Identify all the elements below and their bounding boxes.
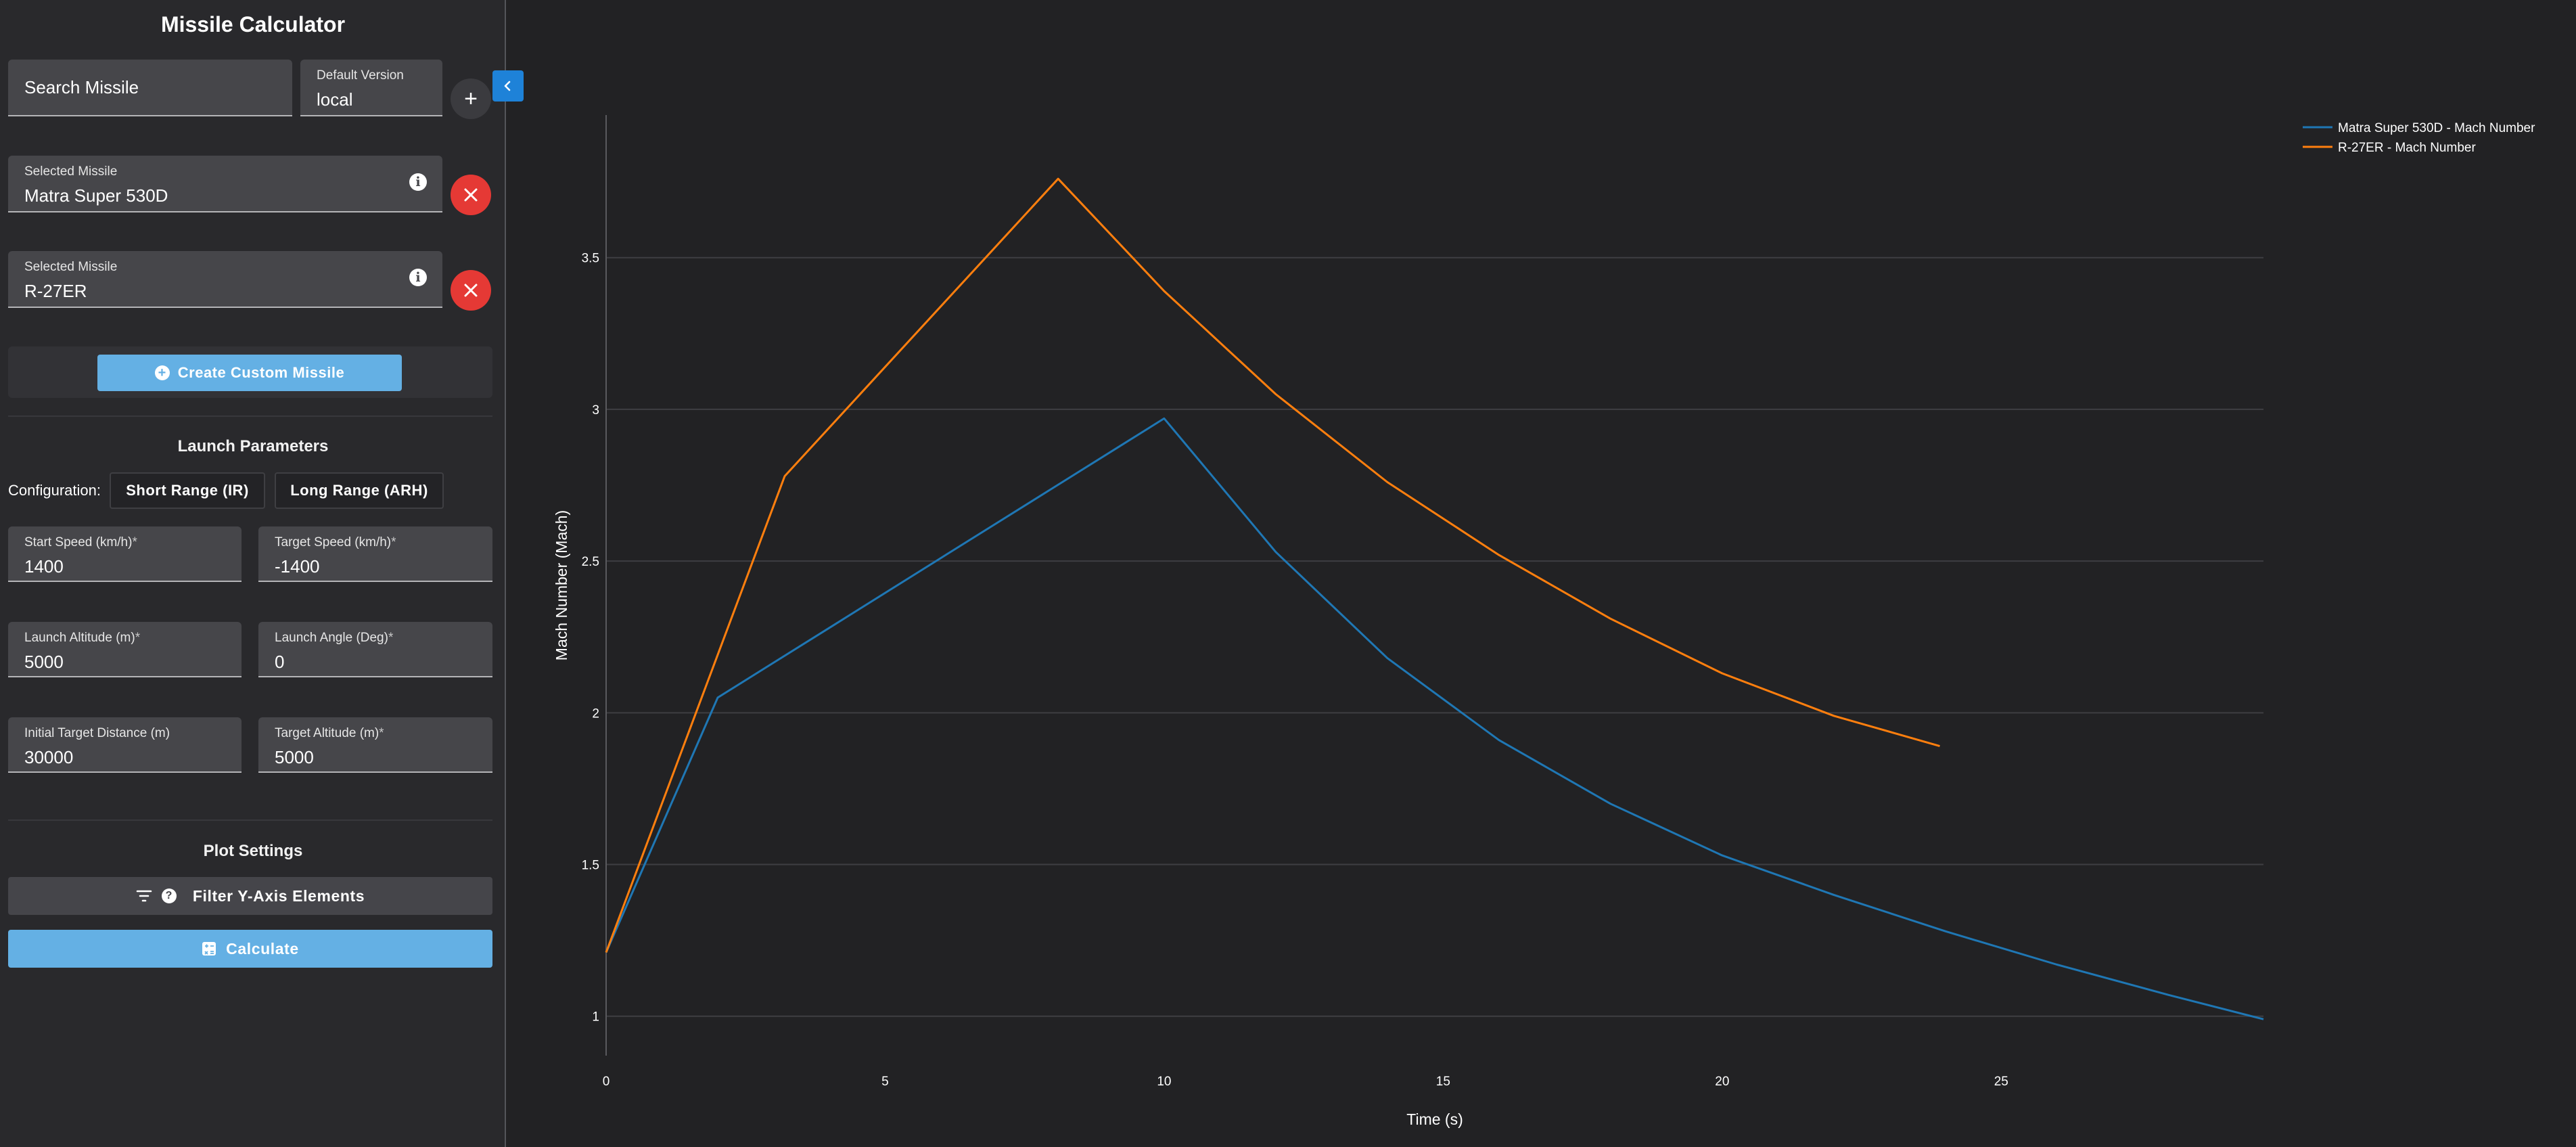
start-speed-label: Start Speed (km/h) — [24, 535, 133, 549]
launch-altitude-value: 5000 — [24, 652, 64, 672]
target-altitude-field[interactable]: Target Altitude (m)* 5000 — [258, 717, 492, 773]
target-speed-field[interactable]: Target Speed (km/h)* -1400 — [258, 526, 492, 582]
version-value: local — [317, 89, 353, 110]
chart-legend[interactable]: Matra Super 530D - Mach Number R-27ER - M… — [2303, 121, 2535, 155]
initial-target-distance-field[interactable]: Initial Target Distance (m) 30000 — [8, 717, 242, 773]
add-missile-button[interactable]: + — [451, 78, 491, 119]
x-axis-label: Time (s) — [1406, 1110, 1463, 1128]
calculate-button[interactable]: Calculate — [8, 930, 492, 968]
start-speed-field[interactable]: Start Speed (km/h)* 1400 — [8, 526, 242, 582]
required-mark: * — [132, 535, 137, 549]
launch-altitude-label: Launch Altitude (m) — [24, 631, 135, 645]
required-mark: * — [379, 726, 384, 740]
y-axis-label: Mach Number (Mach) — [553, 510, 570, 660]
y-tick-label: 2.5 — [582, 555, 599, 569]
legend-label: R-27ER - Mach Number — [2338, 141, 2476, 155]
plus-icon: + — [464, 85, 478, 112]
filter-icon — [136, 890, 152, 902]
selected-missile-2-value: R-27ER — [24, 281, 87, 301]
y-tick-label: 3.5 — [582, 252, 599, 266]
calculator-icon — [202, 942, 216, 955]
chart-series — [605, 177, 2264, 1020]
launch-altitude-field[interactable]: Launch Altitude (m)* 5000 — [8, 622, 242, 677]
y-tick-label: 3 — [592, 403, 599, 418]
launch-parameters-title: Launch Parameters — [177, 437, 329, 455]
plus-circle-icon: + — [154, 365, 170, 380]
series-line — [605, 417, 2264, 1020]
x-tick-label: 20 — [1715, 1075, 1729, 1089]
series-line — [605, 177, 1940, 953]
selected-missile-1[interactable]: Selected Missile Matra Super 530D i — [8, 156, 442, 212]
divider — [8, 819, 492, 821]
target-altitude-value: 5000 — [275, 747, 314, 767]
search-missile-placeholder: Search Missile — [24, 77, 139, 97]
create-custom-missile-button[interactable]: + Create Custom Missile — [97, 355, 402, 391]
y-tick-labels: 1 1.5 2 2.5 3 3.5 — [582, 252, 599, 1025]
version-label: Default Version — [317, 68, 404, 83]
create-custom-missile-label: Create Custom Missile — [177, 364, 345, 381]
configuration-label: Configuration: — [8, 482, 101, 499]
chart-grid — [606, 256, 2263, 1017]
x-tick-labels: 0 5 10 15 20 25 — [603, 1075, 2008, 1089]
app-title: Missile Calculator — [160, 12, 346, 37]
required-mark: * — [388, 631, 394, 645]
start-speed-value: 1400 — [24, 556, 64, 577]
y-tick-label: 1.5 — [582, 859, 599, 873]
info-icon[interactable]: i — [409, 269, 427, 286]
selected-missile-2[interactable]: Selected Missile R-27ER i — [8, 251, 442, 308]
y-tick-label: 1 — [592, 1010, 599, 1025]
launch-angle-label: Launch Angle (Deg) — [275, 631, 388, 645]
x-tick-label: 10 — [1157, 1075, 1171, 1089]
plot-settings-title: Plot Settings — [203, 842, 303, 860]
required-mark: * — [135, 631, 141, 645]
close-icon — [464, 188, 478, 202]
sidebar: Missile Calculator Search Missile Defaul… — [0, 0, 506, 1147]
info-icon[interactable]: i — [409, 173, 427, 191]
help-icon: ? — [161, 889, 177, 903]
x-tick-label: 0 — [603, 1075, 610, 1089]
required-mark: * — [391, 535, 396, 549]
launch-angle-value: 0 — [275, 652, 285, 672]
launch-angle-field[interactable]: Launch Angle (Deg)* 0 — [258, 622, 492, 677]
x-tick-label: 5 — [881, 1075, 889, 1089]
target-speed-label: Target Speed (km/h) — [275, 535, 392, 549]
collapse-sidebar-button[interactable] — [492, 70, 524, 102]
version-select[interactable]: Default Version local — [300, 60, 442, 116]
y-tick-label: 2 — [592, 706, 599, 721]
selected-missile-1-value: Matra Super 530D — [24, 185, 168, 206]
calculate-label: Calculate — [226, 939, 299, 958]
config-short-range-button[interactable]: Short Range (IR) — [110, 472, 265, 509]
remove-missile-2-button[interactable] — [451, 270, 491, 311]
close-icon — [464, 284, 478, 297]
divider — [8, 415, 492, 417]
x-tick-label: 25 — [1994, 1075, 2008, 1089]
x-tick-label: 15 — [1436, 1075, 1450, 1089]
filter-y-axis-label: Filter Y-Axis Elements — [192, 886, 365, 905]
legend-label: Matra Super 530D - Mach Number — [2338, 121, 2535, 135]
chevron-left-icon — [504, 81, 511, 91]
search-missile-input[interactable]: Search Missile — [8, 60, 292, 116]
target-speed-value: -1400 — [275, 556, 320, 577]
remove-missile-1-button[interactable] — [451, 175, 491, 215]
mach-number-chart: 1 1.5 2 2.5 3 3.5 0 5 10 15 20 25 Time (s) Mach Nu… — [553, 115, 2535, 1128]
initial-target-distance-value: 30000 — [24, 747, 74, 767]
selected-missile-2-label: Selected Missile — [24, 260, 118, 274]
selected-missile-1-label: Selected Missile — [24, 164, 118, 179]
target-altitude-label: Target Altitude (m) — [275, 726, 380, 740]
initial-target-distance-label: Initial Target Distance (m) — [24, 726, 170, 740]
config-long-range-button[interactable]: Long Range (ARH) — [275, 472, 444, 509]
filter-y-axis-button[interactable]: ? Filter Y-Axis Elements — [8, 877, 492, 915]
